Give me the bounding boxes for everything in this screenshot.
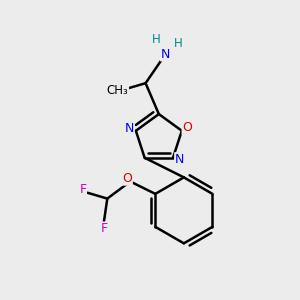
Text: N: N [175,153,184,166]
Text: CH₃: CH₃ [107,84,128,97]
Text: N: N [125,122,134,135]
Text: F: F [79,183,86,196]
Text: N: N [160,48,170,61]
Text: H: H [152,33,161,46]
Text: F: F [101,222,108,235]
Text: O: O [182,121,192,134]
Text: H: H [174,37,182,50]
Text: O: O [122,172,132,185]
